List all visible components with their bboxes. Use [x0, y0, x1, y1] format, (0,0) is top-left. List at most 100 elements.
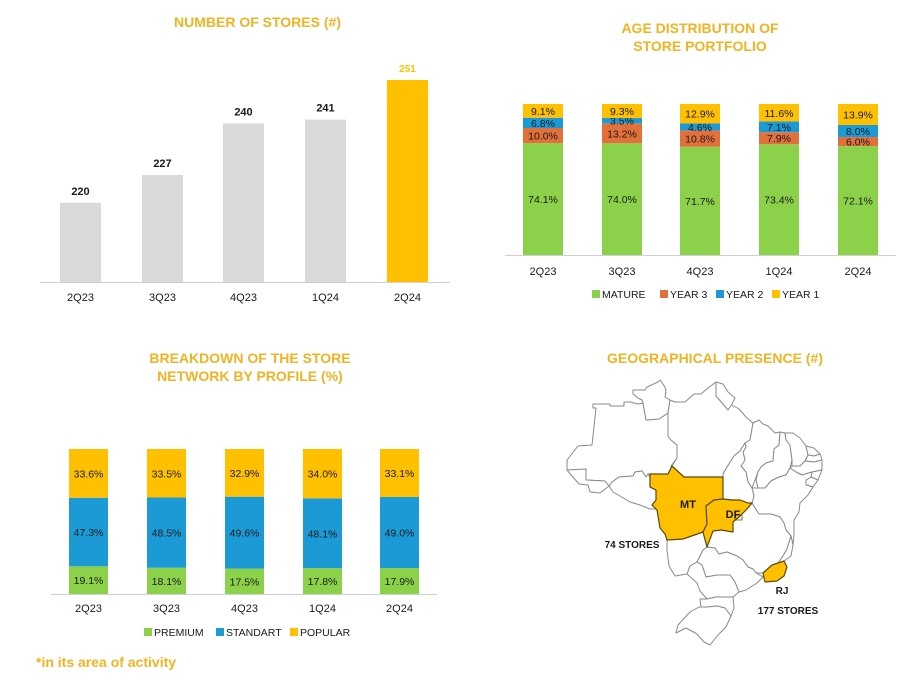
age-segment-label: 8.0% [846, 126, 870, 138]
age-category-label: 1Q24 [766, 266, 793, 278]
age-segment-mature [838, 146, 878, 255]
profile-chart: 19.1% 47.3% 33.6% 2Q23 18.1% 48.5% 33.5% 3Q23 17… [51, 449, 437, 639]
age-legend-label: YEAR 1 [782, 289, 820, 301]
age-segment-label: 13.2% [607, 128, 637, 140]
age-legend-swatch [660, 290, 668, 298]
profile-segment-label: 19.1% [74, 575, 104, 587]
age-segment-year-3 [838, 137, 878, 147]
profile-segment-label: 48.5% [152, 528, 182, 540]
age-segment-label: 10.0% [528, 131, 558, 143]
age-segment-label: 6.0% [846, 137, 870, 149]
age-segment-year-3 [523, 128, 563, 144]
age-segment-year-3 [602, 123, 642, 144]
map-title: GEOGRAPHICAL PRESENCE (#) [607, 350, 823, 366]
stores-value-label: 241 [316, 103, 334, 115]
profile-segment-popular [69, 449, 108, 498]
age-segment-year-2 [838, 124, 878, 138]
age-chart-title-line-2: STORE PORTFOLIO [633, 38, 767, 54]
map-state-rs [675, 605, 732, 646]
profile-segment-label: 32.9% [230, 468, 260, 480]
age-segment-mature [523, 143, 563, 255]
profile-category-label: 4Q23 [231, 603, 258, 615]
profile-segment-label: 33.6% [74, 468, 104, 480]
age-segment-mature [680, 146, 720, 255]
profile-segment-popular [303, 449, 342, 499]
profile-segment-label: 49.0% [385, 528, 415, 540]
profile-segment-standart [225, 496, 264, 569]
profile-chart-title: BREAKDOWN OF THE STORE NETWORK BY PROFIL… [40, 349, 460, 385]
age-segment-label: 74.1% [528, 194, 558, 206]
age-segment-year-1 [838, 104, 878, 125]
profile-legend-label: STANDART [226, 627, 282, 639]
age-segment-year-2 [759, 121, 799, 133]
age-segment-label: 9.3% [610, 106, 634, 118]
stores-bar [142, 175, 183, 282]
profile-segment-label: 33.1% [385, 468, 415, 480]
profile-segment-label: 17.8% [308, 576, 338, 588]
map-state-pr [686, 561, 740, 600]
profile-segment-popular [147, 449, 186, 498]
profile-segment-standart [69, 497, 108, 567]
age-legend-label: YEAR 2 [726, 289, 764, 301]
age-segment-label: 12.9% [685, 109, 715, 121]
map-state-rj [762, 560, 788, 583]
age-legend-label: YEAR 3 [670, 289, 708, 301]
stores-bar [223, 123, 264, 282]
age-segment-label: 10.8% [685, 134, 715, 146]
profile-chart-title-line-2: NETWORK BY PROFILE (%) [157, 368, 343, 384]
profile-segment-premium [380, 568, 419, 594]
stores-value-label: 240 [234, 107, 252, 119]
age-segment-year-3 [759, 132, 799, 145]
age-category-label: 3Q23 [609, 266, 636, 278]
age-segment-label: 9.1% [531, 106, 555, 118]
profile-legend-swatch [216, 628, 224, 636]
profile-legend-swatch [290, 628, 298, 636]
age-segment-mature [602, 143, 642, 255]
stores-category-label: 2Q24 [394, 292, 421, 304]
profile-segment-premium [303, 568, 342, 594]
profile-legend-swatch [144, 628, 152, 636]
map-state-es [777, 535, 794, 564]
stores-chart-title: NUMBER OF STORES (#) [174, 14, 341, 30]
profile-category-label: 3Q23 [153, 603, 180, 615]
profile-segment-premium [225, 568, 264, 594]
profile-segment-label: 33.5% [152, 468, 182, 480]
age-segment-year-2 [523, 117, 563, 129]
age-segment-label: 6.8% [531, 118, 555, 130]
profile-segment-popular [225, 449, 264, 497]
stores-bar [387, 80, 428, 282]
profile-segment-label: 47.3% [74, 527, 104, 539]
stores-category-label: 4Q23 [230, 292, 257, 304]
age-segment-label: 74.0% [607, 194, 637, 206]
profile-segment-standart [147, 497, 186, 568]
map-label-df: DF [726, 509, 741, 521]
stores-category-label: 3Q23 [149, 292, 176, 304]
map-label-177-stores: 177 STORES [758, 606, 819, 617]
profile-legend-label: PREMIUM [154, 627, 204, 639]
map-state-ac [566, 468, 610, 494]
age-legend-swatch [772, 290, 780, 298]
age-legend-swatch [716, 290, 724, 298]
age-segment-year-2 [680, 123, 720, 131]
profile-segment-label: 18.1% [152, 576, 182, 588]
map-state-mt [649, 465, 724, 541]
age-segment-label: 11.6% [765, 108, 794, 120]
age-segment-label: 73.4% [764, 195, 794, 207]
profile-segment-premium [69, 566, 108, 594]
age-segment-year-1 [680, 104, 720, 124]
age-segment-label: 7.9% [767, 133, 791, 145]
age-category-label: 2Q24 [845, 266, 872, 278]
profile-category-label: 2Q23 [75, 603, 102, 615]
age-legend-swatch [592, 290, 600, 298]
profile-segment-premium [147, 567, 186, 594]
age-chart-title: AGE DISTRIBUTION OF STORE PORTFOLIO [500, 19, 900, 55]
profile-segment-label: 34.0% [308, 469, 338, 481]
age-segment-year-3 [680, 130, 720, 147]
stores-bar [305, 119, 346, 282]
map-df-marker [734, 514, 743, 521]
age-segment-year-1 [759, 104, 799, 122]
profile-chart-title-line-1: BREAKDOWN OF THE STORE [149, 350, 351, 366]
profile-segment-label: 17.9% [385, 576, 415, 588]
profile-segment-label: 17.5% [230, 576, 260, 588]
